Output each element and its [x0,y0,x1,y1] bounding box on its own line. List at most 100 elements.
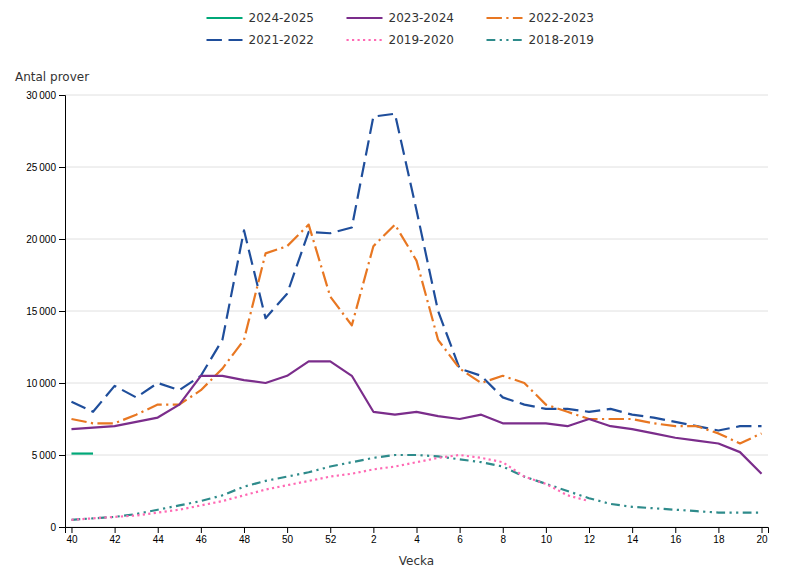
x-tick-label: 16 [670,534,682,545]
x-tick: 16 [670,527,682,545]
x-tick-mark [460,527,461,533]
lines [71,114,761,520]
x-tick-label: 4 [414,534,420,545]
legend: 2024-2025 2023-2024 2022-2023 2021-2022 2019… [207,11,594,47]
legend-swatch [347,17,383,19]
y-tick: 5 000 [32,450,65,461]
x-tick-mark [417,527,418,533]
grid [65,95,768,527]
y-tick-label: 25 000 [26,162,56,173]
grid-line [65,95,768,96]
grid-line [65,311,768,312]
y-tick-mark [59,95,65,96]
legend-item: 2021-2022 [207,33,314,47]
x-tick-label: 48 [239,534,251,545]
y-tick: 0 [50,522,65,533]
legend-label: 2023-2024 [389,11,454,25]
x-tick: 6 [457,527,463,545]
x-tick-label: 8 [500,534,506,545]
y-tick: 25 000 [26,162,65,173]
x-tick-label: 10 [541,534,553,545]
y-axis-title: Antal prover [15,70,89,84]
y-tick-mark [59,311,65,312]
legend-label: 2024-2025 [249,11,314,25]
legend-label: 2018-2019 [529,33,594,47]
grid-line [65,455,768,456]
series-line [71,114,761,431]
plot-area: 05 00010 00015 00020 00025 00030 0004042… [26,90,768,545]
x-tick: 46 [196,527,208,545]
y-tick-label: 10 000 [26,378,56,389]
x-tick: 40 [66,527,78,545]
y-tick-mark [59,383,65,384]
x-axis-line [66,528,769,534]
x-tick: 12 [584,527,596,545]
x-tick-label: 46 [196,534,208,545]
x-tick: 50 [282,527,294,545]
x-axis: 404244464850522468101214161820 [66,527,769,545]
x-tick-label: 2 [371,534,377,545]
x-tick-mark [632,527,633,533]
y-tick-label: 5 000 [32,450,57,461]
legend-label: 2021-2022 [249,33,314,47]
legend-label: 2019-2020 [389,33,454,47]
series-line [71,455,761,520]
y-tick-label: 0 [50,522,56,533]
x-tick-label: 20 [756,534,768,545]
y-tick: 15 000 [26,306,65,317]
x-tick-mark [503,527,504,533]
x-tick: 18 [713,527,725,545]
x-tick-mark [201,527,202,533]
y-tick-label: 15 000 [26,306,56,317]
y-tick-mark [59,239,65,240]
x-tick: 4 [414,527,420,545]
legend-swatch [207,17,243,19]
legend-swatch [487,17,523,19]
x-tick-mark [71,527,72,533]
x-tick-mark [675,527,676,533]
x-tick-mark [158,527,159,533]
series-line [71,455,589,520]
legend-swatch [207,39,243,41]
legend-swatch [347,39,383,41]
x-tick: 14 [627,527,639,545]
x-tick-mark [373,527,374,533]
x-tick: 20 [756,527,768,545]
legend-label: 2022-2023 [529,11,594,25]
x-tick-mark [330,527,331,533]
legend-item: 2022-2023 [487,11,594,25]
series-line [71,225,761,444]
grid-line [65,239,768,240]
x-tick-label: 40 [66,534,78,545]
y-tick-mark [59,455,65,456]
y-tick-label: 30 000 [26,90,56,101]
x-tick: 48 [239,527,251,545]
x-tick-label: 44 [153,534,165,545]
x-tick-mark [244,527,245,533]
grid-line [65,383,768,384]
legend-swatch [487,39,523,41]
y-tick: 30 000 [26,90,65,101]
x-tick-mark [589,527,590,533]
x-tick-label: 6 [457,534,463,545]
y-tick-mark [59,527,65,528]
x-tick: 52 [325,527,337,545]
y-tick: 10 000 [26,378,65,389]
legend-item: 2019-2020 [347,33,454,47]
x-axis-title: Vecka [399,554,434,568]
x-tick-label: 42 [110,534,122,545]
x-tick-mark [115,527,116,533]
x-tick-mark [762,527,763,533]
y-tick-mark [59,167,65,168]
x-tick-label: 14 [627,534,639,545]
grid-line [65,167,768,168]
x-tick-mark [546,527,547,533]
series-line [71,361,761,473]
x-tick-label: 52 [325,534,337,545]
legend-item: 2023-2024 [347,11,454,25]
x-tick: 2 [371,527,377,545]
y-tick-label: 20 000 [26,234,56,245]
y-tick: 20 000 [26,234,65,245]
y-axis-line [59,96,66,528]
x-tick: 44 [153,527,165,545]
